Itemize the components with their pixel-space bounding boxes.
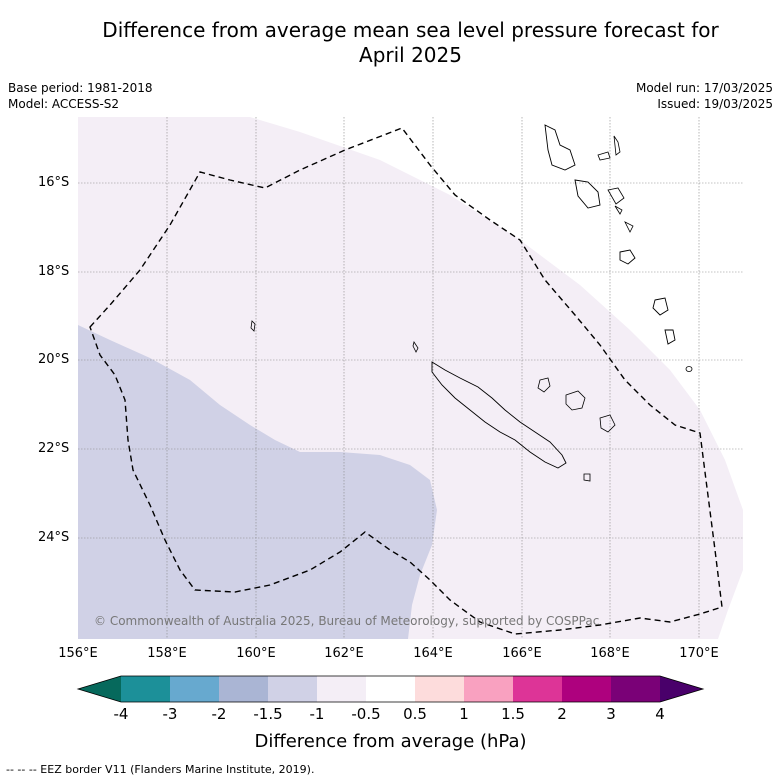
- map-title: Difference from average mean sea level p…: [0, 18, 781, 68]
- island-chesterfield: [250, 320, 256, 332]
- issued-date: Issued: 19/03/2025: [657, 97, 773, 111]
- meta-left: Base period: 1981-2018 Model: ACCESS-S2: [8, 80, 153, 112]
- colorbar-tick-label: 0.5: [403, 705, 427, 723]
- anomaly-region-light-blue: [78, 325, 437, 639]
- colorbar-segment: [415, 676, 464, 702]
- island-tanna: [664, 329, 676, 345]
- lon-label-168e: 168°E: [590, 646, 630, 661]
- colorbar-segment: [562, 676, 611, 702]
- colorbar-segment: [366, 676, 415, 702]
- model-name: Model: ACCESS-S2: [8, 97, 120, 111]
- island-efate: [619, 249, 636, 265]
- colorbar-tick-label: 1.5: [501, 705, 525, 723]
- island-belep: [412, 341, 419, 353]
- lat-label-16s: 16°S: [38, 175, 70, 190]
- lon-label-170e: 170°E: [679, 646, 719, 661]
- island-espiritu-santo: [544, 124, 576, 171]
- base-period: Base period: 1981-2018: [8, 81, 153, 95]
- island-lifou: [565, 390, 586, 411]
- model-run: Model run: 17/03/2025: [635, 81, 773, 95]
- colorbar-segment: [513, 676, 562, 702]
- lat-label-24s: 24°S: [38, 530, 70, 545]
- island-malekula: [574, 179, 601, 209]
- lon-label-162e: 162°E: [324, 646, 364, 661]
- map-plot-area: [78, 117, 743, 639]
- island-matthew: [685, 366, 693, 372]
- island-mare: [599, 414, 616, 433]
- colorbar-tick-label: -2: [211, 705, 227, 723]
- colorbar-tick-label: 4: [655, 705, 665, 723]
- colorbar-segment: [170, 676, 219, 702]
- colorbar-segment: [219, 676, 268, 702]
- island-ambae: [597, 151, 611, 161]
- lon-label-156e: 156°E: [58, 646, 98, 661]
- eez-border: [89, 127, 723, 635]
- island-isle-of-pines: [583, 473, 591, 482]
- lon-label-164e: 164°E: [413, 646, 453, 661]
- colorbar-segment: [317, 676, 366, 702]
- copyright-notice: © Commonwealth of Australia 2025, Bureau…: [94, 614, 600, 628]
- lon-label-160e: 160°E: [236, 646, 276, 661]
- new-caledonia-island: [431, 361, 567, 469]
- title-line-1: Difference from average mean sea level p…: [102, 18, 719, 42]
- colorbar-tick-label: -1.5: [253, 705, 283, 723]
- lat-label-20s: 20°S: [38, 352, 70, 367]
- colorbar-extend-high: [660, 676, 703, 702]
- colorbar-tick-label: -4: [113, 705, 129, 723]
- colorbar-extend-low: [78, 676, 121, 702]
- meta-right: Model run: 17/03/2025 Issued: 19/03/2025: [636, 80, 773, 112]
- colorbar-tick-label: 2: [557, 705, 567, 723]
- island-erromango: [652, 297, 669, 316]
- colorbar-tick-label: -0.5: [351, 705, 381, 723]
- lat-label-22s: 22°S: [38, 441, 70, 456]
- colorbar: [76, 675, 705, 703]
- lon-label-166e: 166°E: [502, 646, 542, 661]
- colorbar-title: Difference from average (hPa): [254, 731, 527, 752]
- island-ouvea: [537, 377, 551, 393]
- colorbar-outline: [76, 675, 705, 703]
- island-ambrym: [607, 187, 625, 205]
- colorbar-tick-label: -1: [309, 705, 325, 723]
- island-epi: [614, 205, 623, 215]
- lat-label-18s: 18°S: [38, 264, 70, 279]
- eez-note: -- -- -- EEZ border V11 (Flanders Marine…: [6, 763, 315, 776]
- colorbar-tick-label: 3: [606, 705, 616, 723]
- colorbar-segment: [268, 676, 317, 702]
- graticule: [78, 117, 743, 639]
- lon-label-158e: 158°E: [147, 646, 187, 661]
- island-shepherd: [624, 221, 634, 233]
- title-line-2: April 2025: [359, 43, 462, 67]
- island-maewo: [613, 135, 621, 156]
- colorbar-segment: [611, 676, 660, 702]
- colorbar-tick-label: 1: [459, 705, 469, 723]
- colorbar-tick-label: -3: [162, 705, 178, 723]
- colorbar-segment: [121, 676, 170, 702]
- colorbar-segment: [464, 676, 513, 702]
